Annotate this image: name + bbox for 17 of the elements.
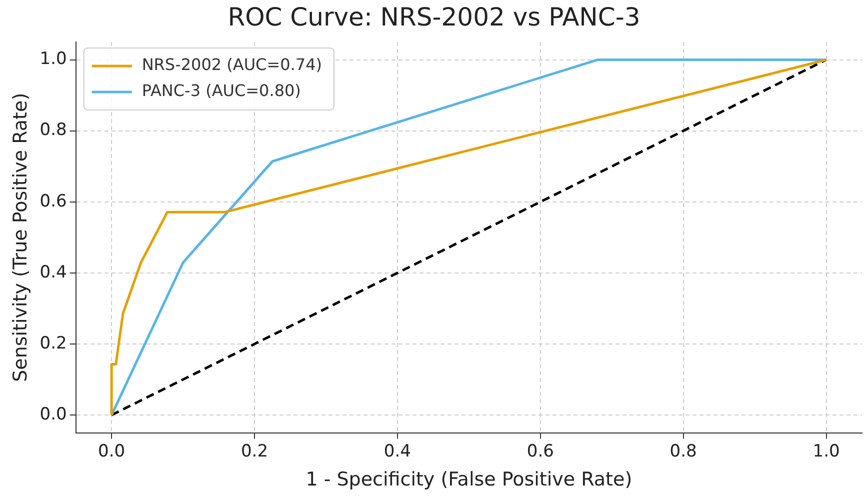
- x-tick-label: 0.4: [384, 441, 411, 462]
- x-axis-title: 1 - Specificity (False Positive Rate): [306, 468, 632, 491]
- legend-label: PANC-3 (AUC=0.80): [142, 81, 301, 100]
- x-tick-label: 0.2: [240, 441, 268, 462]
- legend-label: NRS-2002 (AUC=0.74): [142, 55, 322, 74]
- y-tick-label: 0.2: [40, 333, 67, 354]
- y-tick-label: 1.0: [40, 49, 67, 70]
- x-tick-label: 0.6: [526, 441, 554, 462]
- y-tick-label: 0.8: [40, 120, 67, 140]
- y-axis-title: Sensitivity (True Positive Rate): [9, 92, 32, 382]
- x-tick-label: 0.0: [98, 441, 126, 462]
- y-tick-label: 0.6: [40, 191, 67, 212]
- y-tick-label: 0.4: [40, 262, 67, 282]
- x-tick-label: 1.0: [812, 441, 840, 462]
- chart-title: ROC Curve: NRS-2002 vs PANC-3: [228, 2, 640, 32]
- y-tick-label: 0.0: [40, 404, 67, 424]
- x-tick-label: 0.8: [670, 441, 697, 462]
